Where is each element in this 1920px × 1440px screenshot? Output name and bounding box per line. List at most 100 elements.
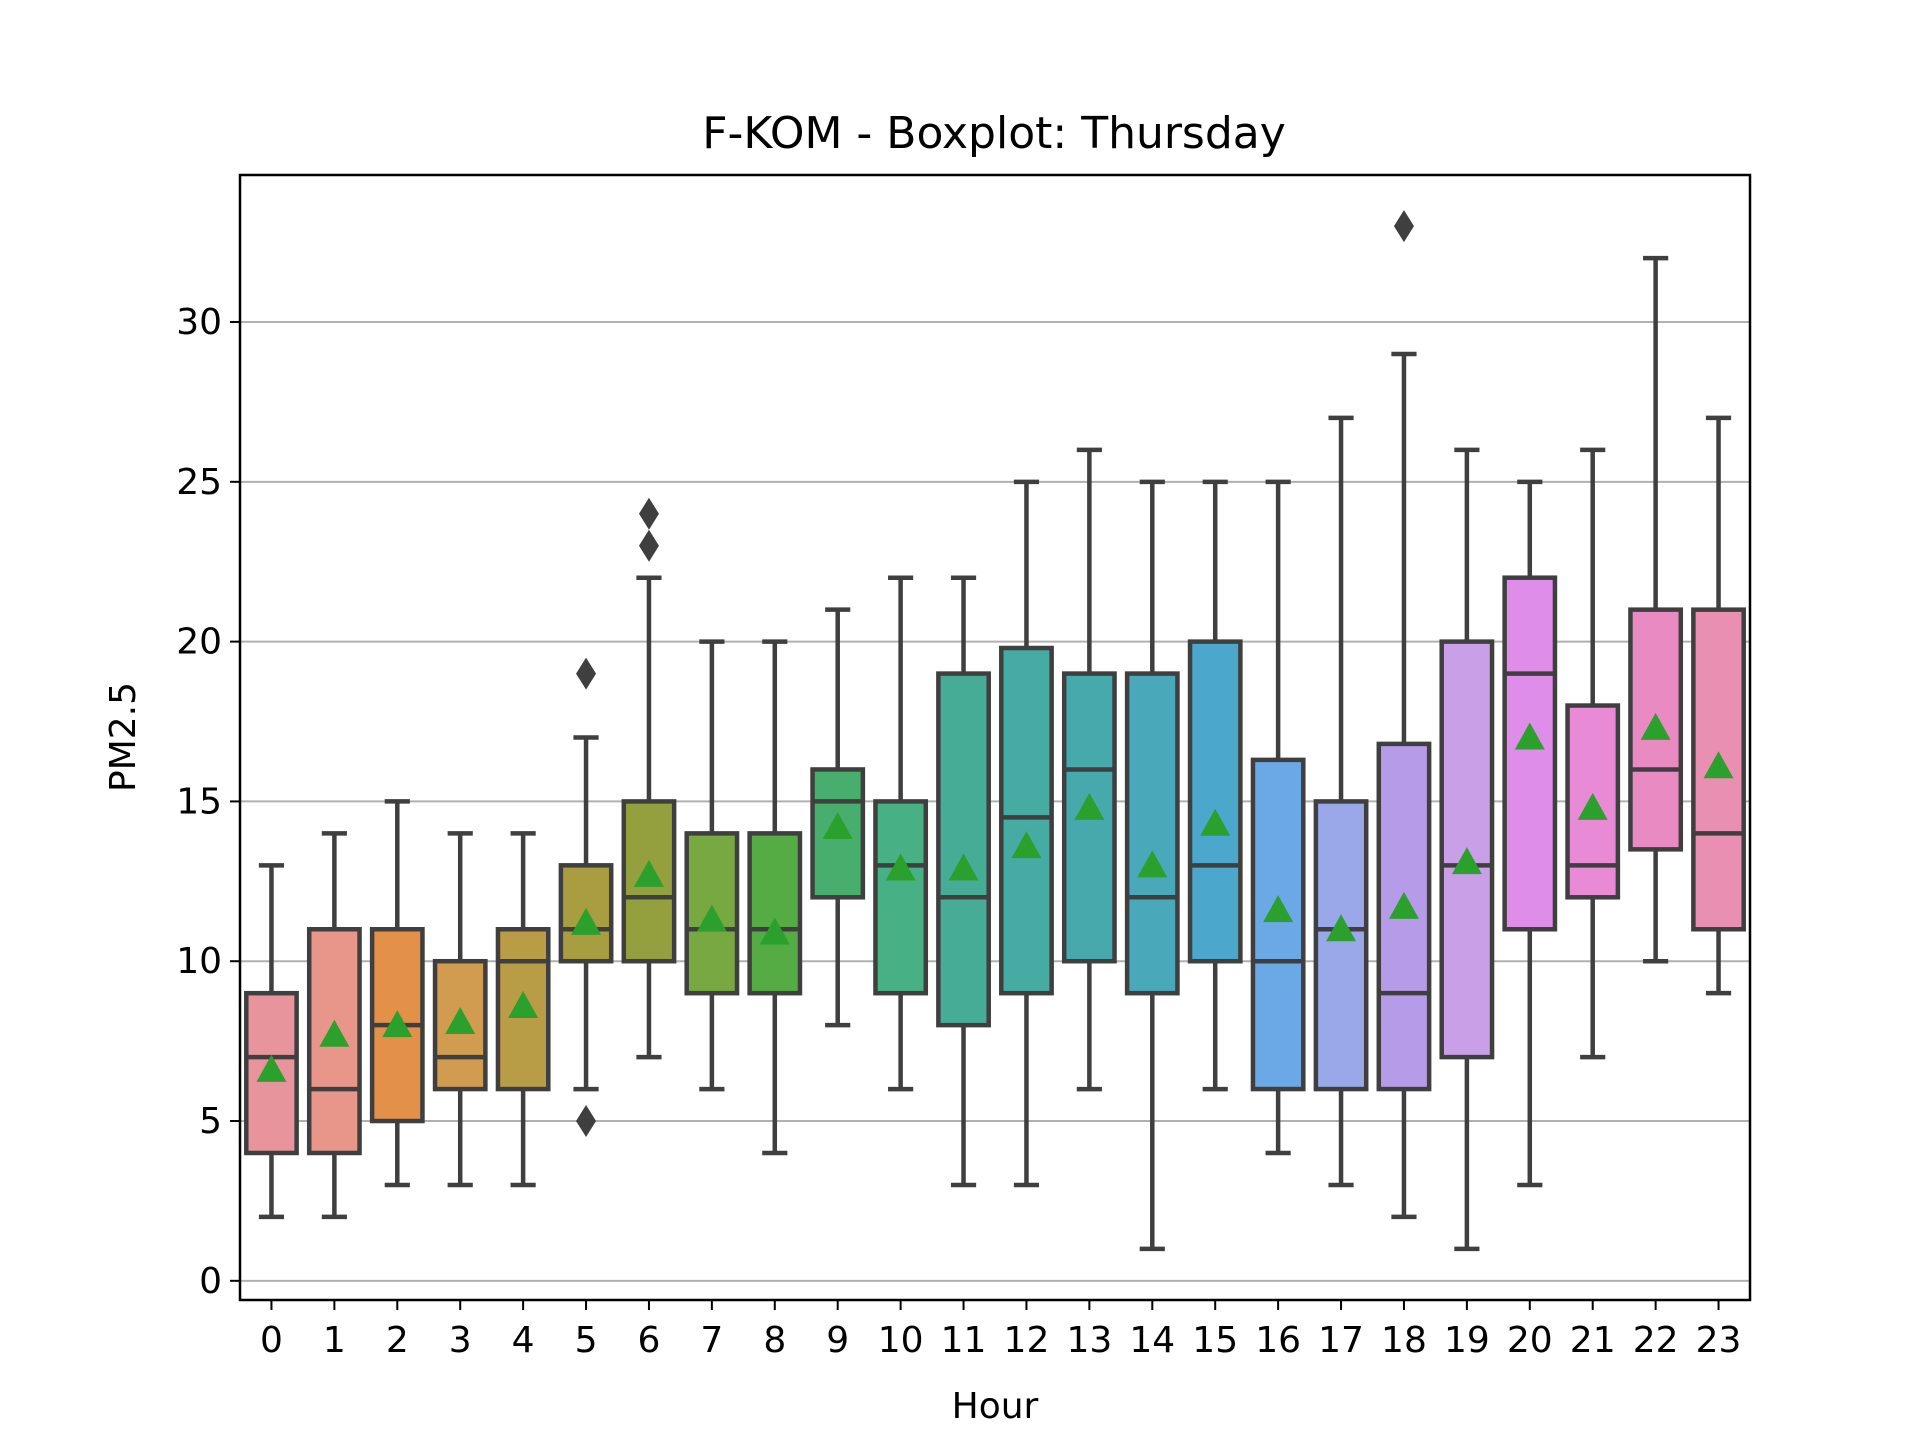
y-tick-label: 25 xyxy=(176,462,222,503)
box-hour-8 xyxy=(747,639,803,1156)
box-hour-18 xyxy=(1376,210,1432,1220)
box-hour-16 xyxy=(1250,479,1306,1156)
box-hour-5 xyxy=(558,657,614,1138)
x-tick-label: 7 xyxy=(700,1320,723,1361)
mean-marker xyxy=(1388,891,1419,919)
x-tick-label: 20 xyxy=(1507,1320,1553,1361)
mean-marker xyxy=(885,853,916,881)
box-hour-6 xyxy=(621,497,677,1060)
x-tick-label: 4 xyxy=(512,1320,535,1361)
gridlines xyxy=(240,321,1750,1282)
iqr-box xyxy=(1250,757,1306,1092)
box-hour-14 xyxy=(1124,479,1180,1252)
x-tick-label: 19 xyxy=(1444,1320,1490,1361)
x-tick-label: 13 xyxy=(1066,1320,1112,1361)
chart-title: F-KOM - Boxplot: Thursday xyxy=(702,108,1286,159)
outlier-marker xyxy=(1393,210,1414,243)
x-axis-ticks: 0 1 2 3 4 5 6 7 8 9 10 11 12 13 14 15 16 17 18 19 20 21 22 23 xyxy=(260,1300,1741,1361)
box-hour-20 xyxy=(1502,479,1558,1188)
iqr-box xyxy=(1502,575,1558,932)
outlier-marker xyxy=(576,1105,597,1138)
mean-marker xyxy=(319,1019,350,1047)
mean-marker xyxy=(1326,914,1357,942)
x-tick-label: 2 xyxy=(386,1320,409,1361)
box-hour-23 xyxy=(1691,415,1746,996)
x-tick-label: 6 xyxy=(638,1320,661,1361)
x-tick-label: 1 xyxy=(323,1320,346,1361)
x-tick-label: 10 xyxy=(878,1320,924,1361)
mean-marker xyxy=(1011,831,1042,859)
mean-marker xyxy=(1451,847,1482,875)
x-tick-label: 21 xyxy=(1570,1320,1616,1361)
mean-marker xyxy=(1640,712,1671,740)
outlier-marker xyxy=(576,657,597,690)
mean-marker xyxy=(633,859,664,887)
mean-marker xyxy=(948,853,979,881)
mean-marker xyxy=(256,1054,287,1082)
outlier-marker xyxy=(638,529,659,562)
mean-marker xyxy=(571,907,602,935)
mean-marker xyxy=(1577,792,1608,820)
box-hour-21 xyxy=(1565,447,1621,1060)
y-axis-ticks: 0 5 10 15 20 25 30 xyxy=(176,302,240,1302)
y-tick-label: 10 xyxy=(176,941,222,982)
x-tick-label: 12 xyxy=(1004,1320,1050,1361)
x-tick-label: 22 xyxy=(1633,1320,1679,1361)
x-tick-label: 0 xyxy=(260,1320,283,1361)
box-series xyxy=(244,210,1746,1252)
mean-marker xyxy=(1200,808,1231,836)
x-tick-label: 18 xyxy=(1381,1320,1427,1361)
x-tick-label: 8 xyxy=(763,1320,786,1361)
box-hour-17 xyxy=(1313,415,1369,1188)
mean-marker xyxy=(445,1006,476,1034)
mean-marker xyxy=(1514,722,1545,750)
box-hour-11 xyxy=(936,575,991,1188)
box-hour-15 xyxy=(1187,479,1243,1092)
y-tick-label: 15 xyxy=(176,781,222,822)
x-tick-label: 5 xyxy=(575,1320,598,1361)
mean-marker xyxy=(508,990,539,1018)
box-hour-0 xyxy=(244,863,299,1220)
box-hour-9 xyxy=(810,607,866,1028)
x-tick-label: 23 xyxy=(1696,1320,1742,1361)
iqr-box xyxy=(873,799,929,996)
box-hour-10 xyxy=(873,575,929,1092)
box-hour-13 xyxy=(1061,447,1117,1092)
mean-marker xyxy=(822,811,853,839)
mean-marker xyxy=(1074,792,1105,820)
iqr-box xyxy=(1187,639,1243,964)
x-tick-label: 17 xyxy=(1318,1320,1364,1361)
box-hour-2 xyxy=(369,799,425,1188)
x-tick-label: 15 xyxy=(1192,1320,1238,1361)
box-hour-1 xyxy=(306,831,362,1220)
iqr-box xyxy=(936,671,991,1028)
x-tick-label: 9 xyxy=(826,1320,849,1361)
box-hour-22 xyxy=(1628,255,1684,964)
mean-marker xyxy=(696,904,727,932)
box-hour-19 xyxy=(1439,447,1495,1252)
mean-marker xyxy=(759,917,790,945)
iqr-box xyxy=(747,831,803,996)
box-hour-3 xyxy=(432,831,488,1188)
x-tick-label: 14 xyxy=(1129,1320,1175,1361)
y-tick-label: 20 xyxy=(176,622,222,663)
mean-marker xyxy=(1703,751,1734,779)
iqr-box xyxy=(1313,799,1369,1092)
mean-marker xyxy=(1263,895,1294,923)
mean-marker xyxy=(382,1010,413,1038)
plot-frame xyxy=(238,173,1752,1302)
iqr-box xyxy=(1124,671,1180,996)
x-tick-label: 3 xyxy=(449,1320,472,1361)
x-tick-label: 16 xyxy=(1255,1320,1301,1361)
x-axis-label: Hour xyxy=(952,1386,1039,1427)
box-hour-7 xyxy=(684,639,740,1092)
y-tick-label: 30 xyxy=(176,302,222,343)
mean-marker xyxy=(1137,850,1168,878)
outlier-marker xyxy=(638,497,659,530)
y-tick-label: 5 xyxy=(199,1101,222,1142)
x-tick-label: 11 xyxy=(941,1320,987,1361)
iqr-box xyxy=(999,645,1054,996)
box-hour-4 xyxy=(495,831,551,1188)
y-axis-label: PM2.5 xyxy=(103,682,144,792)
